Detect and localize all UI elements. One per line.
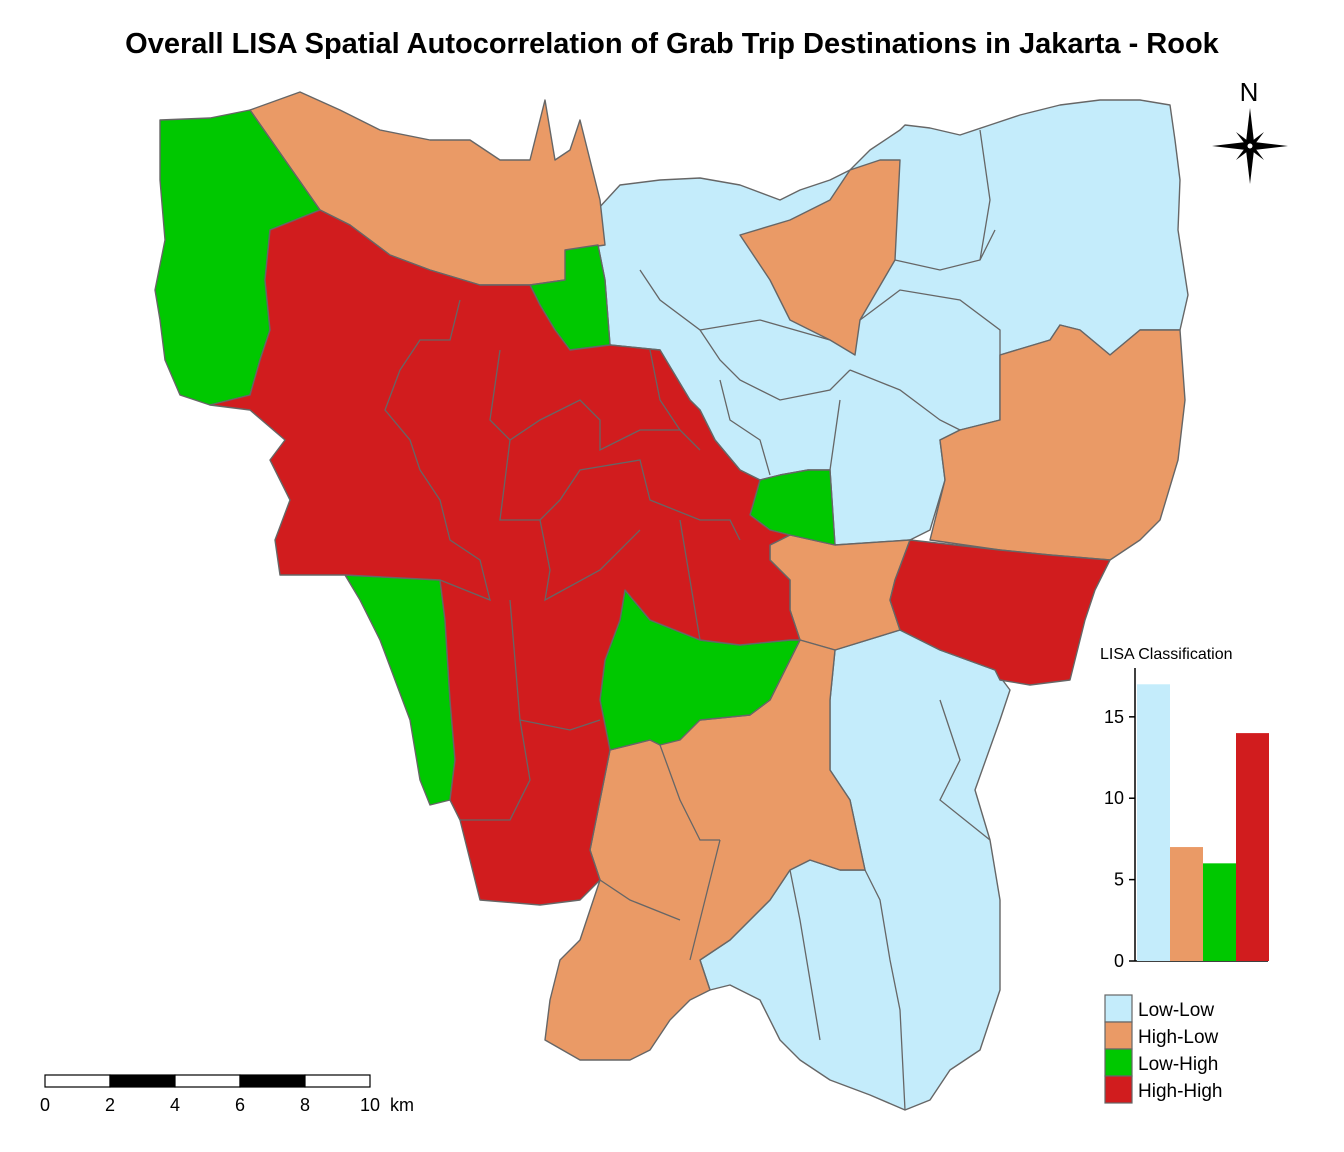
y-tick-label: 15: [1104, 707, 1124, 727]
bar-high-low: [1170, 847, 1203, 961]
scale-tick-label: 2: [105, 1095, 115, 1115]
scale-segment: [174, 1074, 241, 1088]
compass-rose-icon: [1212, 108, 1288, 184]
scale-tick-label: 8: [300, 1095, 310, 1115]
scale-tick-label: 10: [360, 1095, 380, 1115]
region-high-low: [929, 324, 1186, 561]
scale-unit: km: [390, 1095, 414, 1115]
scale-segment: [44, 1074, 111, 1088]
north-label: N: [1240, 77, 1259, 107]
scale-segment: [109, 1074, 176, 1088]
region-low-high: [344, 574, 456, 806]
y-tick-label: 10: [1104, 788, 1124, 808]
lisa-bar-chart: LISA Classification 0 5 10 15: [1100, 646, 1269, 971]
scale-tick-label: 6: [235, 1095, 245, 1115]
scale-segment: [304, 1074, 371, 1088]
district-polygons: [154, 91, 1189, 1111]
scale-bar: 0 2 4 6 8 10 km: [40, 1074, 414, 1115]
region-high-high: [889, 539, 1111, 686]
legend-swatch: [1104, 1021, 1133, 1050]
y-tick-label: 5: [1114, 870, 1124, 890]
page-title: Overall LISA Spatial Autocorrelation of …: [125, 28, 1219, 60]
legend-swatch: [1104, 994, 1133, 1023]
legend-label: Low-High: [1138, 1054, 1218, 1075]
scale-segment: [239, 1074, 306, 1088]
y-tick-label: 0: [1114, 951, 1124, 971]
legend-label: High-Low: [1138, 1027, 1219, 1048]
bars: [1137, 684, 1269, 961]
legend-label: High-High: [1138, 1081, 1222, 1102]
legend: Low-Low High-Low Low-High High-High: [1104, 994, 1222, 1104]
scale-tick-label: 0: [40, 1095, 50, 1115]
legend-label: Low-Low: [1138, 1000, 1214, 1021]
bar-low-high: [1203, 863, 1236, 961]
scale-tick-label: 4: [170, 1095, 180, 1115]
district-boundaries: [384, 129, 1001, 1111]
legend-swatch: [1104, 1075, 1133, 1104]
legend-swatch: [1104, 1048, 1133, 1077]
y-ticks: 0 5 10 15: [1104, 707, 1135, 971]
region-high-high: [209, 209, 801, 906]
bar-low-low: [1137, 684, 1170, 961]
bar-high-high: [1236, 733, 1269, 961]
north-arrow: N: [1212, 77, 1288, 184]
chart-title: LISA Classification: [1100, 646, 1233, 663]
